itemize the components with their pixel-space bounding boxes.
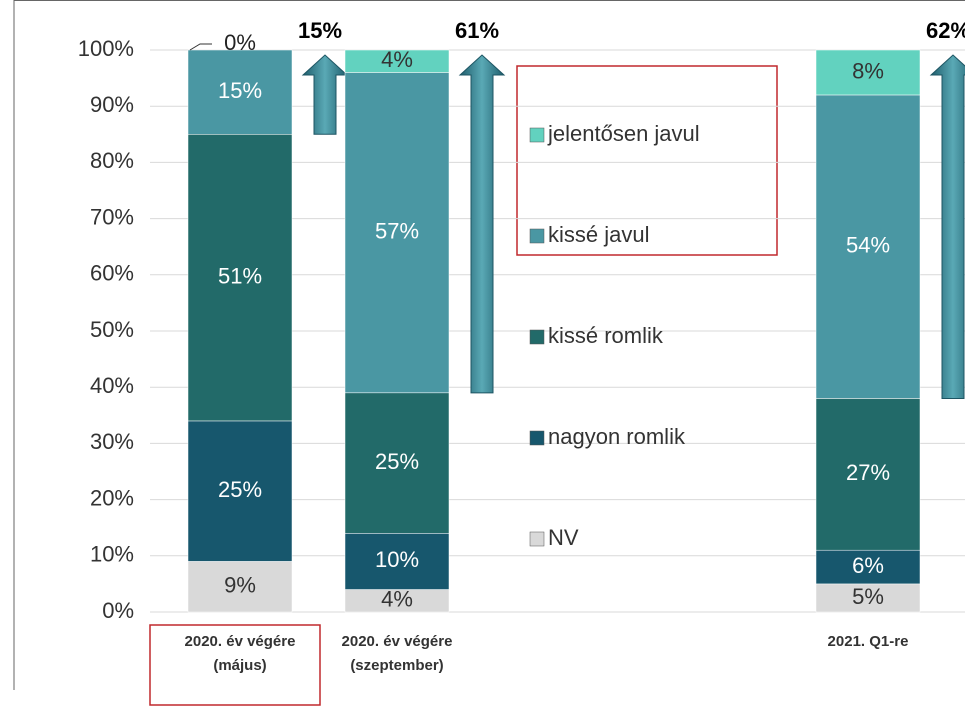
leader-line <box>189 43 212 51</box>
legend-marker <box>529 531 545 547</box>
y-tick-label: 80% <box>90 148 134 173</box>
data-label: 25% <box>375 449 419 474</box>
data-label: 9% <box>224 573 256 598</box>
y-tick-label: 60% <box>90 261 134 286</box>
y-tick-label: 30% <box>90 429 134 454</box>
arrow <box>458 54 506 394</box>
x-tick-label: 2020. év végére (szeptember) <box>341 633 453 674</box>
legend-marker <box>529 228 545 244</box>
bar-segment <box>344 392 450 534</box>
legend-label: NV <box>548 525 579 550</box>
data-label: 8% <box>852 58 884 83</box>
data-label: 4% <box>381 587 413 612</box>
y-tick-label: 40% <box>90 373 134 398</box>
arrow <box>301 54 349 135</box>
data-label: 4% <box>381 47 413 72</box>
legend-label: kissé javul <box>548 222 649 247</box>
highlight-box <box>149 624 321 706</box>
x-tick-label: 2020. év végére (május) <box>184 633 296 674</box>
bar-segment <box>815 583 921 613</box>
bar-segment <box>187 561 293 613</box>
data-label: 15% <box>218 78 262 103</box>
highlight-box <box>516 65 778 256</box>
y-tick-label: 0% <box>102 598 134 623</box>
bar-segment <box>344 533 450 590</box>
y-tick-label: 20% <box>90 485 134 510</box>
annotation: 61% <box>455 18 499 43</box>
data-label: 25% <box>218 477 262 502</box>
bar-segment <box>187 49 293 135</box>
data-label: 27% <box>846 460 890 485</box>
x-tick-label: 2021. Q1-re <box>827 633 909 650</box>
y-tick-label: 10% <box>90 542 134 567</box>
bar-segment <box>344 72 450 394</box>
bar-segment <box>815 49 921 96</box>
bar-segment <box>344 49 450 73</box>
bar-segment <box>187 420 293 562</box>
legend-marker <box>529 127 545 143</box>
y-tick-label: 70% <box>90 204 134 229</box>
data-label: 6% <box>852 553 884 578</box>
legend-label: kissé romlik <box>548 323 664 348</box>
arrow <box>929 54 965 399</box>
annotation: 15% <box>298 18 342 43</box>
data-label: 54% <box>846 233 890 258</box>
annotation: 62% <box>926 18 965 43</box>
y-tick-label: 50% <box>90 317 134 342</box>
bar-segment <box>815 94 921 399</box>
data-label: 51% <box>218 263 262 288</box>
bar-segment <box>815 398 921 551</box>
bar-segment <box>187 134 293 422</box>
data-label: 0% <box>224 30 256 55</box>
legend-label: nagyon romlik <box>548 424 686 449</box>
data-label: 10% <box>375 547 419 572</box>
data-label: 5% <box>852 584 884 609</box>
legend-label: jelentősen javul <box>547 121 700 146</box>
y-tick-label: 100% <box>78 36 134 61</box>
legend-marker <box>529 329 545 345</box>
data-label: 57% <box>375 218 419 243</box>
y-tick-label: 90% <box>90 92 134 117</box>
legend-marker <box>529 430 545 446</box>
